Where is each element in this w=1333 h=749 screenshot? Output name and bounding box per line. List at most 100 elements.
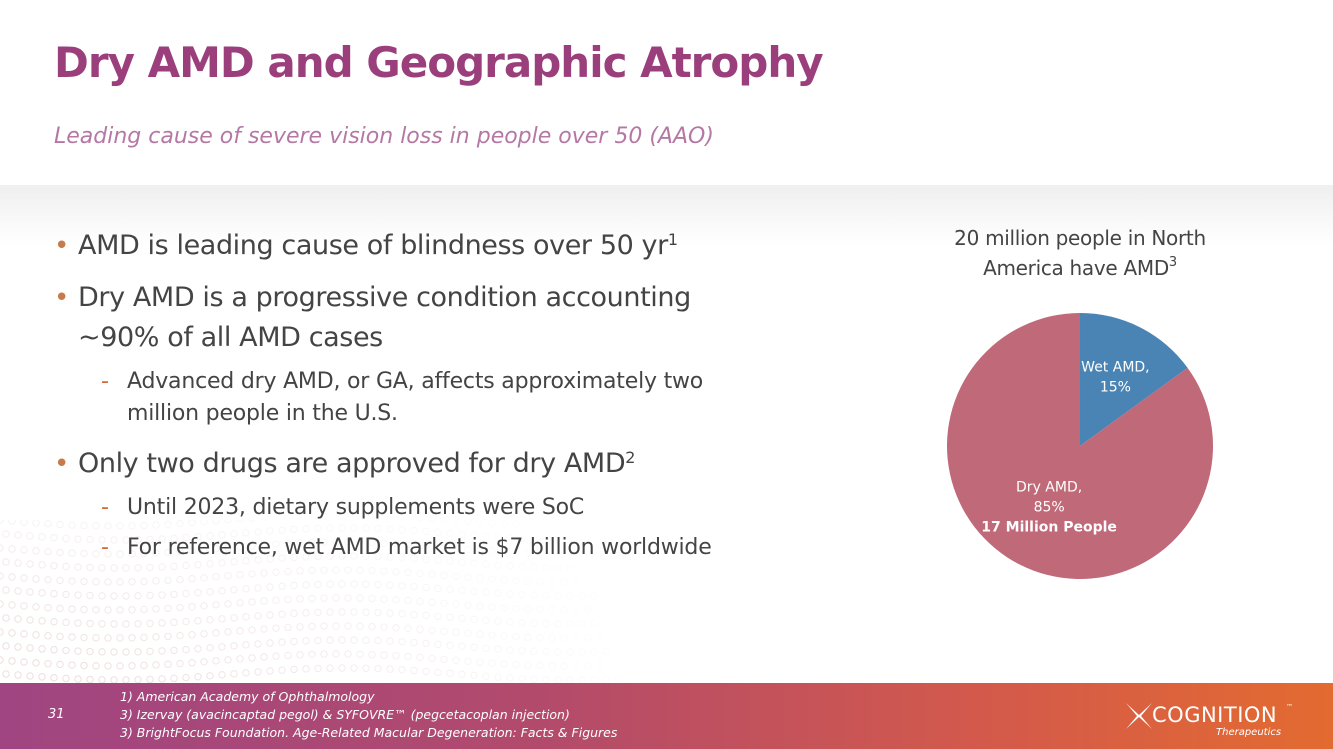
decorative-dot [254,584,262,592]
decorative-dot [86,591,94,600]
decorative-dot [14,615,22,623]
decorative-dot [476,574,484,582]
decorative-dot [380,567,388,575]
decorative-dot [602,647,610,656]
decorative-dot [494,533,502,541]
decorative-dot [236,599,244,607]
decorative-dot [536,605,544,614]
decorative-dot [374,552,382,561]
decorative-dot [158,535,166,543]
bullet-text-line: Dry AMD is a progressive condition accou… [78,282,691,313]
decorative-dot [446,641,454,650]
decorative-dot [314,580,322,589]
decorative-dot [32,547,40,555]
decorative-dot [302,525,310,533]
decorative-dot [290,525,298,534]
decorative-dot [74,675,82,683]
decorative-dot [32,603,40,611]
decorative-dot [404,624,412,633]
decorative-dot [434,556,442,565]
decorative-dot [230,642,238,650]
decorative-dot [134,648,142,656]
decorative-dot [506,646,514,654]
decorative-dot [398,638,406,646]
decorative-dot [404,652,412,661]
decorative-dot [188,575,196,583]
decorative-dot [302,637,310,645]
decorative-dot [68,605,76,613]
decorative-dot [266,639,274,647]
decorative-dot [368,622,376,631]
decorative-dot [314,636,322,645]
decorative-dot [206,672,214,680]
decorative-dot [452,572,460,581]
decorative-dot [410,666,418,675]
decorative-dot [236,571,244,579]
decorative-dot [26,616,34,624]
decorative-dot [14,559,22,567]
decorative-dot [8,629,16,637]
decorative-dot [290,581,298,590]
decorative-dot [200,574,208,582]
decorative-dot [272,596,280,604]
decorative-dot [242,585,250,593]
decorative-dot [236,655,244,663]
decorative-dot [590,620,598,628]
decorative-dot [350,636,358,644]
decorative-dot [146,591,154,600]
decorative-dot [158,647,166,655]
decorative-dot [452,628,460,637]
decorative-dot [116,606,124,614]
decorative-dot [86,675,94,684]
decorative-dot [320,566,328,574]
decorative-dot [548,662,556,670]
decorative-dot [416,653,424,662]
decorative-dot [128,550,136,558]
decorative-dot [524,605,532,613]
decorative-dot [26,560,34,568]
decorative-dot [116,578,124,586]
decorative-dot [350,608,358,616]
decorative-dot [584,662,592,670]
decorative-dot [188,659,196,667]
decorative-dot [284,567,292,576]
decorative-dot [260,541,268,549]
decorative-dot [188,631,196,639]
decorative-dot [26,532,34,540]
decorative-dot [224,656,232,664]
decorative-dot [44,660,52,668]
decorative-dot [218,531,226,539]
decorative-dot [56,548,64,557]
decorative-dot [470,531,478,539]
decorative-dot [74,563,82,571]
decorative-dot [410,638,418,647]
decorative-dot [386,665,394,673]
decorative-dot [92,634,100,642]
reference-list: 1) American Academy of Ophthalmology 3) … [120,688,617,742]
sub-bullet-marker: - [101,495,109,520]
decorative-dot [134,592,142,600]
decorative-dot [398,666,406,674]
decorative-dot [8,545,16,553]
decorative-dot [170,618,178,627]
decorative-dot [152,605,160,613]
decorative-dot [536,577,544,586]
decorative-dot [2,558,10,566]
decorative-dot [248,598,256,606]
decorative-dot [32,631,40,639]
decorative-dot [560,606,568,614]
decorative-dot [26,588,34,596]
decorative-dot [14,643,22,651]
decorative-dot [182,645,190,654]
decorative-dot [62,534,70,543]
decorative-dot [386,525,394,533]
decorative-dot [344,566,352,574]
decorative-dot [506,590,514,598]
decorative-dot [440,655,448,664]
decorative-dot [590,592,598,600]
footnote-ref: 2 [625,448,635,467]
decorative-dot [8,520,16,525]
decorative-dot [86,619,94,628]
decorative-dot [308,538,316,547]
decorative-dot [470,615,478,623]
